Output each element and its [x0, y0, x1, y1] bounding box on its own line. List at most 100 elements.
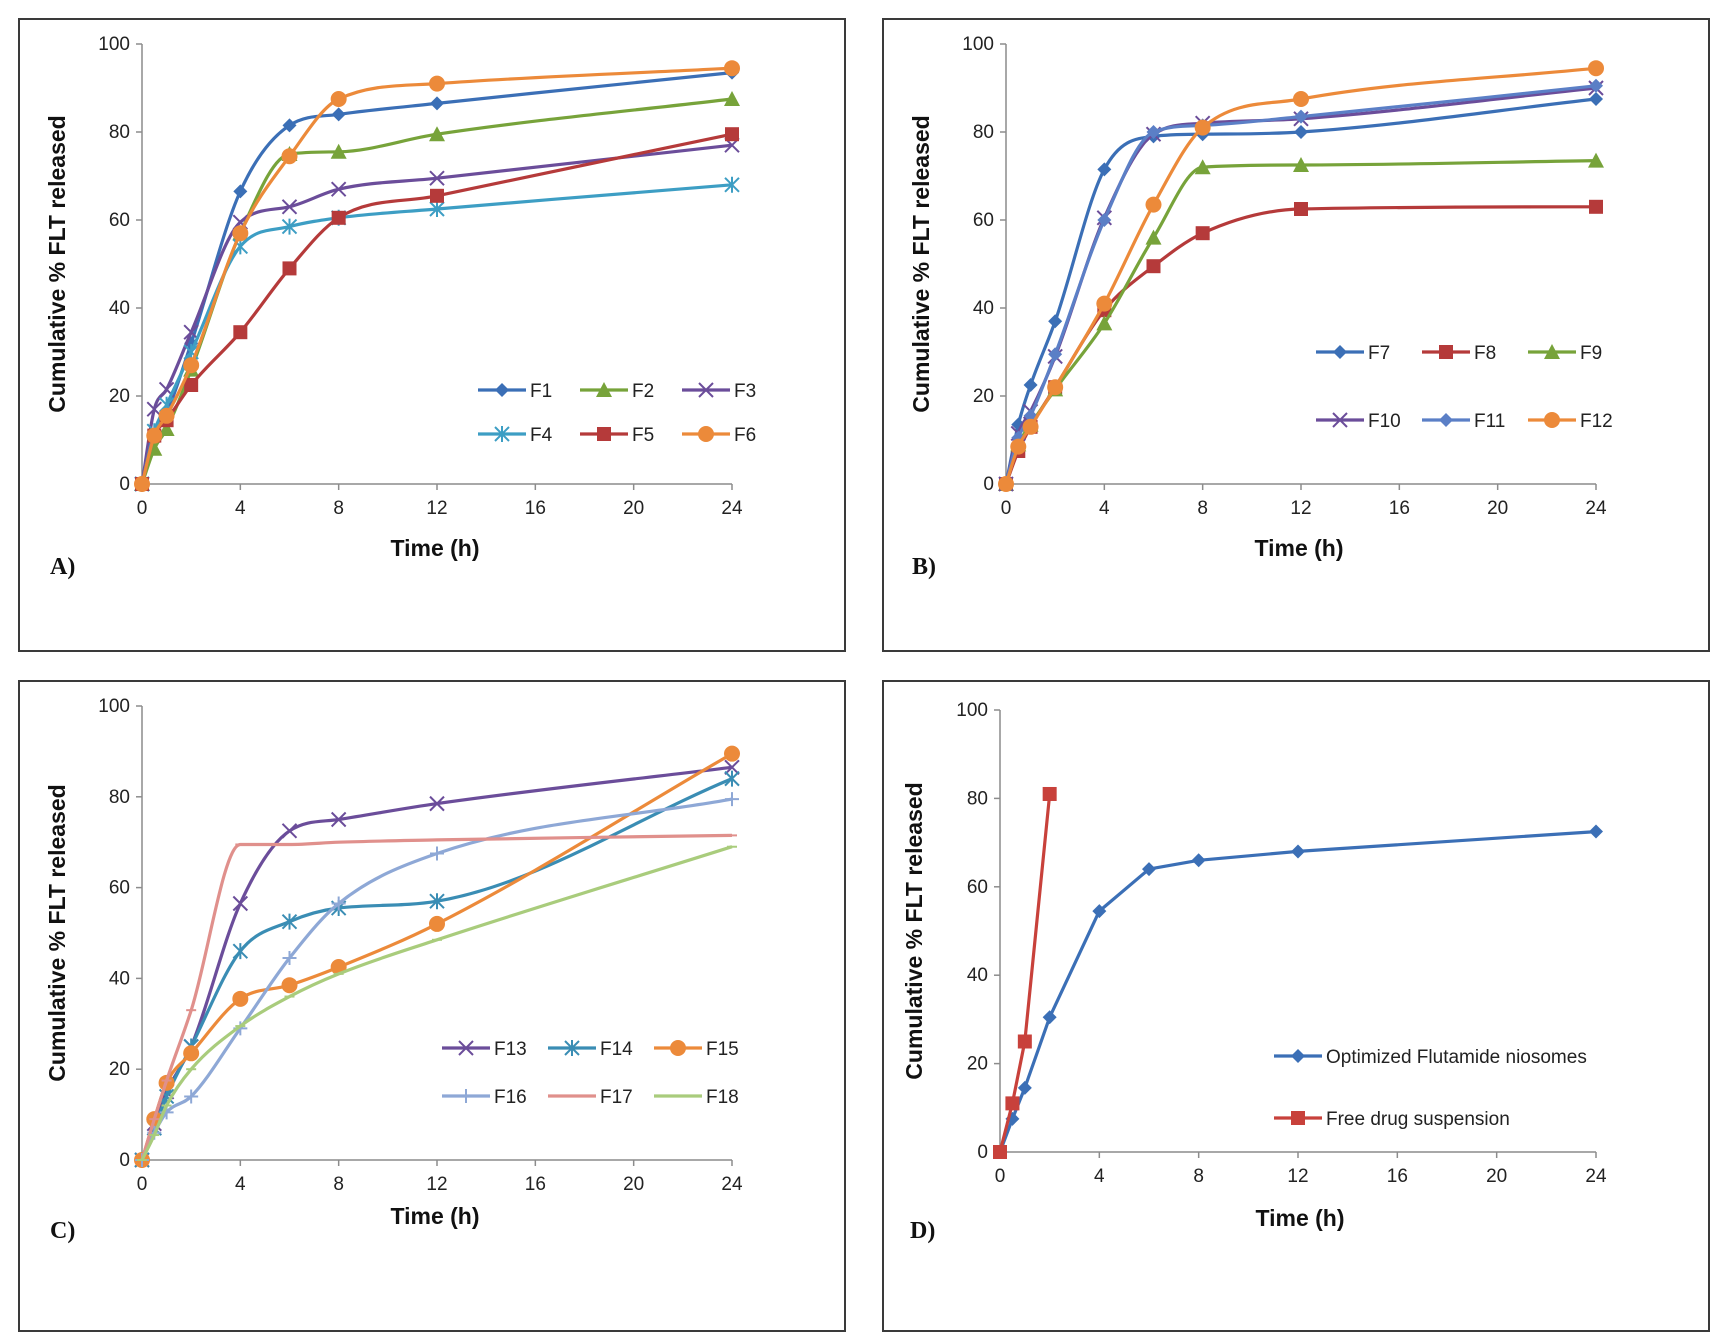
- data-point: [725, 127, 739, 142]
- panel-label: A): [50, 554, 75, 580]
- x-tick-label: 4: [1094, 1166, 1105, 1187]
- data-point: [1048, 347, 1063, 362]
- legend-label: Free drug suspension: [1326, 1109, 1510, 1130]
- series-f7: [999, 92, 1603, 491]
- data-point: [1022, 418, 1039, 435]
- data-point: [724, 745, 740, 762]
- x-tick-label: 16: [525, 1174, 546, 1195]
- data-point: [1010, 438, 1027, 455]
- data-point: [429, 170, 445, 186]
- data-point: [1291, 844, 1305, 859]
- legend-swatch-marker: [458, 1040, 474, 1056]
- x-tick-label: 12: [426, 1174, 447, 1195]
- series-line: [998, 830, 1597, 1153]
- legend-swatch-marker: [459, 1089, 473, 1103]
- data-point: [184, 1089, 199, 1104]
- y-tick-label: 100: [98, 34, 130, 55]
- legend-label: F1: [530, 381, 552, 402]
- data-point: [429, 75, 445, 92]
- data-point: [134, 476, 150, 492]
- x-tick-label: 0: [137, 498, 148, 519]
- data-point: [1194, 159, 1211, 175]
- legend-item: F15: [654, 1039, 739, 1060]
- legend-swatch-marker: [1332, 412, 1348, 428]
- data-point: [158, 407, 175, 424]
- legend: F13 F14 F15 F16 F17 F18: [442, 1039, 739, 1108]
- legend-item: F10: [1316, 411, 1401, 432]
- y-tick-label: 40: [973, 298, 994, 319]
- x-tick-label: 16: [1389, 498, 1410, 519]
- data-point: [725, 792, 739, 807]
- legend-item: F7: [1316, 343, 1390, 364]
- panel-a: 0 20 40 60 80 100 0 4 8 12 16 20 24 Time (h) Cumulativ…: [18, 18, 846, 652]
- data-point: [331, 210, 346, 225]
- x-tick-label: 0: [137, 1174, 148, 1195]
- data-point: [1005, 1096, 1020, 1111]
- data-point: [1023, 378, 1038, 392]
- legend-swatch-marker: [1333, 345, 1347, 359]
- panel-d: 0 20 40 60 80 100 0 4 8 12 16 20 24 Time (h) Cumulativ…: [882, 680, 1710, 1332]
- x-tick-label: 24: [721, 498, 743, 519]
- data-point: [1589, 78, 1603, 93]
- plot-area: 0 20 40 60 80 100 0 4 8 12 16 20 24 Time (h) Cumulativ…: [908, 34, 1613, 580]
- legend: Optimized Flutamide niosomes Free drug su…: [1274, 1047, 1587, 1130]
- x-tick-label: 20: [623, 1174, 644, 1195]
- legend-item: F6: [682, 425, 756, 446]
- legend-label: F7: [1368, 343, 1390, 364]
- x-tick-label: 24: [1585, 498, 1607, 519]
- data-point: [1096, 315, 1113, 331]
- x-tick-label: 16: [1387, 1166, 1408, 1187]
- x-tick-label: 8: [333, 498, 344, 519]
- y-tick-label: 0: [983, 474, 994, 495]
- series-free-drug-suspension: [993, 786, 1057, 1159]
- x-tick-label: 4: [235, 1174, 246, 1195]
- data-point: [430, 846, 444, 861]
- panel-b: 0 20 40 60 80 100 0 4 8 12 16 20 24 Time (h) Cumulativ…: [882, 18, 1710, 652]
- legend-swatch-marker: [1291, 1111, 1305, 1125]
- x-tick-label: 12: [426, 498, 447, 519]
- legend-swatch-marker: [494, 426, 510, 442]
- data-point: [233, 184, 248, 199]
- legend-swatch-marker: [597, 427, 611, 441]
- panel-label: B): [912, 554, 936, 580]
- y-tick-label: 0: [119, 1150, 130, 1171]
- x-tick-label: 24: [721, 1174, 743, 1195]
- series-line: [1004, 97, 1597, 485]
- legend-item: F16: [442, 1087, 527, 1108]
- data-point: [282, 261, 297, 276]
- x-tick-label: 24: [1585, 1166, 1607, 1187]
- legend-item: F4: [478, 425, 553, 446]
- series-f18: [137, 845, 737, 1161]
- panel-c: 0 20 40 60 80 100 0 4 8 12 16 20 24 Time (h) Cumulativ…: [18, 680, 846, 1332]
- data-point: [430, 96, 444, 111]
- data-point: [1097, 213, 1112, 227]
- series-f12: [998, 60, 1604, 492]
- legend-label: F9: [1580, 343, 1602, 364]
- y-tick-label: 0: [977, 1142, 988, 1163]
- data-point: [429, 201, 445, 217]
- x-tick-label: 4: [1099, 498, 1110, 519]
- data-point: [232, 225, 249, 242]
- legend-swatch-marker: [564, 1040, 580, 1056]
- panel-label: C): [50, 1218, 75, 1244]
- legend-item: F1: [478, 381, 552, 402]
- data-point: [1191, 853, 1206, 868]
- legend-label: F16: [494, 1087, 527, 1108]
- data-point: [1194, 119, 1211, 136]
- x-tick-label: 4: [235, 498, 246, 519]
- data-point: [281, 199, 298, 215]
- data-point: [429, 126, 445, 142]
- data-point: [331, 896, 346, 911]
- y-axis-title: Cumulative % FLT released: [44, 115, 70, 412]
- y-tick-label: 60: [967, 877, 988, 898]
- y-tick-label: 60: [109, 210, 130, 231]
- data-point: [1017, 1034, 1032, 1049]
- data-point: [282, 118, 297, 133]
- data-point: [281, 148, 298, 165]
- x-tick-label: 16: [525, 498, 546, 519]
- y-tick-label: 100: [956, 700, 988, 721]
- data-point: [330, 811, 347, 828]
- chart-d: 0 20 40 60 80 100 0 4 8 12 16 20 24 Time (h) Cumulativ…: [901, 700, 1607, 1244]
- series-line: [1004, 86, 1597, 485]
- data-point: [1589, 92, 1603, 106]
